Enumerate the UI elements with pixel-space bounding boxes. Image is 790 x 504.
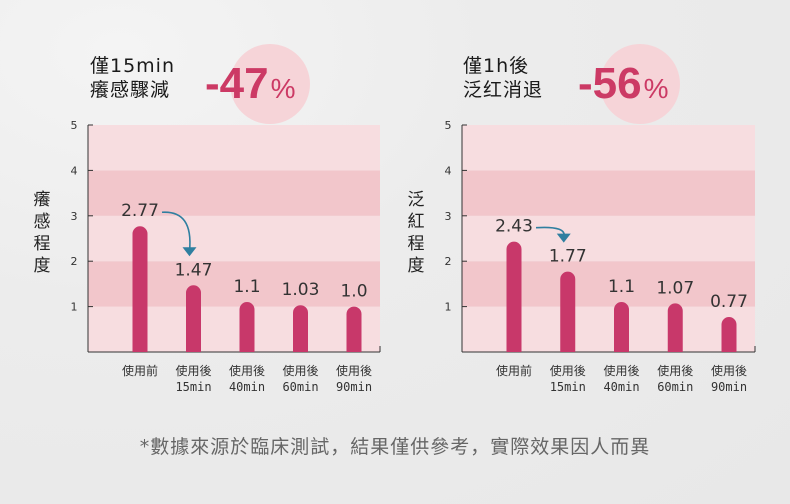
bar-value-label: 1.1: [608, 277, 635, 297]
bar-value-label: 1.07: [656, 278, 694, 298]
bar: [506, 241, 522, 352]
y-tick-label: 1: [445, 301, 452, 314]
category-sublabel: 15min: [175, 380, 211, 394]
headline: 僅1h後 泛红消退: [463, 54, 543, 102]
bar-value-label: 1.0: [340, 282, 367, 302]
category-label: 使用後: [175, 363, 211, 378]
bar-value-label: 0.77: [710, 292, 748, 312]
bar: [186, 285, 201, 352]
chart-band: [88, 306, 380, 352]
trend-arrow-head: [556, 233, 571, 243]
highlight-value: -56: [578, 59, 642, 108]
bar: [614, 302, 629, 352]
trend-arrow-head: [182, 247, 197, 257]
highlight-bubble: [600, 44, 680, 124]
y-axis-label: 泛紅程度: [408, 190, 425, 276]
category-label: 使用後: [229, 363, 265, 378]
y-tick-label: 2: [445, 255, 452, 268]
bar: [721, 317, 737, 352]
bar-value-label: 1.1: [233, 277, 260, 297]
y-tick-label: 5: [445, 119, 452, 132]
y-axis-label: 癢感程度: [34, 190, 51, 276]
y-tick-label: 4: [445, 164, 452, 177]
headline-line-2: 泛红消退: [463, 79, 544, 101]
category-sublabel: 15min: [550, 380, 586, 394]
y-tick-label: 3: [71, 210, 78, 223]
category-label: 使用後: [657, 363, 693, 378]
category-sublabel: 60min: [657, 380, 693, 394]
chart-band: [462, 125, 755, 171]
category-label: 使用前: [496, 363, 532, 378]
chart-panel-redness: 僅1h後 泛红消退 -56% 1 2 3 4 5 泛紅程度 2.43 使用前 1.77 使用後 15…: [395, 0, 790, 420]
headline-line-1: 僅1h後: [463, 55, 530, 77]
bar: [132, 226, 148, 352]
highlight-percent: -56%: [578, 60, 669, 113]
highlight-unit: %: [270, 73, 296, 104]
chart-band: [462, 170, 755, 216]
chart-panel-itch: 僅15min 癢感驟減 -47% 1 2 3 4 5 癢感程度 2.77 使用前 1.47 使用後…: [0, 0, 395, 420]
y-tick-label: 5: [71, 119, 78, 132]
category-sublabel: 90min: [711, 380, 747, 394]
chart-band: [88, 125, 380, 171]
y-tick-label: 3: [445, 210, 452, 223]
chart-band: [462, 306, 755, 352]
y-tick-label: 4: [71, 164, 78, 177]
bar: [667, 303, 683, 352]
headline: 僅15min 癢感驟減: [90, 54, 175, 102]
y-tick-label: 1: [71, 301, 78, 314]
bar-value-label: 1.03: [282, 280, 320, 300]
bar: [293, 305, 308, 352]
category-label: 使用後: [711, 363, 747, 378]
bar: [560, 271, 576, 352]
highlight-bubble: [230, 44, 310, 124]
bar: [239, 302, 255, 352]
chart-band: [88, 215, 380, 262]
y-tick-label: 2: [71, 255, 78, 268]
highlight-unit: %: [643, 73, 669, 104]
chart-band: [88, 170, 380, 216]
category-label: 使用後: [603, 363, 639, 378]
category-label: 使用後: [336, 363, 372, 378]
bar-value-label: 1.77: [549, 247, 587, 267]
bar-value-label: 1.47: [175, 260, 213, 280]
bar-chart-itch: 1 2 3 4 5 癢感程度 2.77 使用前 1.47 使用後 15min 1.1 使用後 40min 1…: [34, 119, 381, 394]
category-sublabel: 40min: [603, 380, 639, 394]
category-label: 使用後: [282, 363, 318, 378]
category-sublabel: 40min: [229, 380, 265, 394]
category-sublabel: 90min: [336, 380, 372, 394]
trend-arrow: [161, 211, 191, 252]
bar-value-label: 2.77: [121, 201, 159, 221]
footnote: *數據來源於臨床測試，結果僅供參考，實際效果因人而異: [139, 436, 651, 458]
bar: [346, 306, 362, 352]
highlight-value: -47: [205, 59, 269, 108]
category-label: 使用後: [550, 363, 586, 378]
category-sublabel: 60min: [282, 380, 318, 394]
bar-value-label: 2.43: [495, 217, 533, 237]
highlight-percent: -47%: [205, 60, 296, 113]
category-label: 使用前: [122, 363, 158, 378]
bar-chart-redness: 1 2 3 4 5 泛紅程度 2.43 使用前 1.77 使用後 15min 1.1 使用後 40min 1…: [408, 119, 756, 394]
headline-line-1: 僅15min: [90, 55, 176, 77]
headline-line-2: 癢感驟減: [90, 79, 171, 101]
